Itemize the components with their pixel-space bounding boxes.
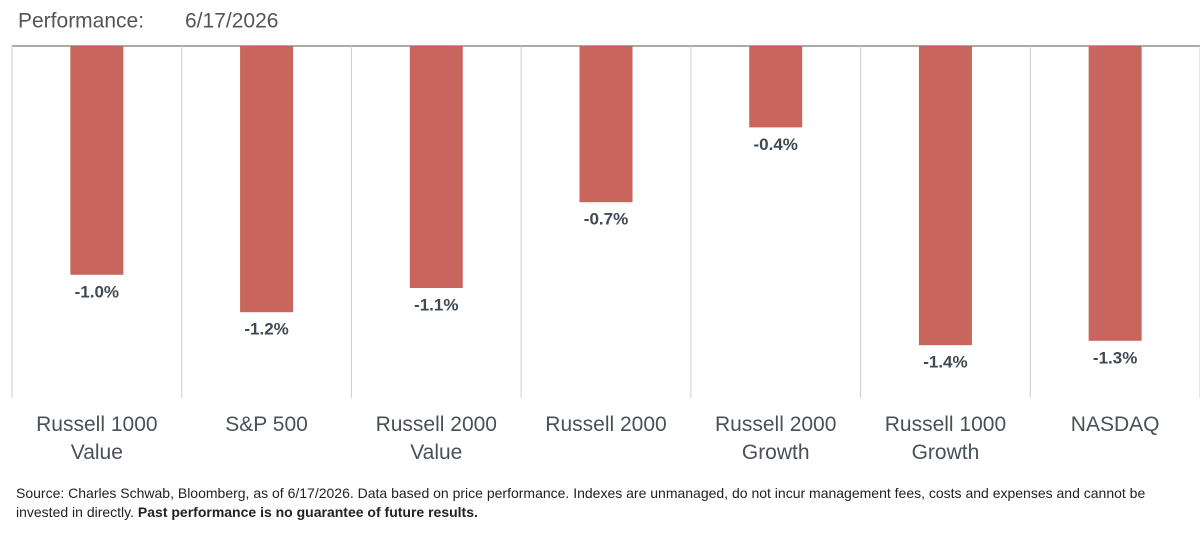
bar <box>579 46 633 203</box>
value-label: -1.0% <box>75 282 119 301</box>
value-label: -0.7% <box>584 210 628 229</box>
footnote: Source: Charles Schwab, Bloomberg, as of… <box>16 484 1186 522</box>
bar <box>918 46 972 346</box>
bar <box>70 46 124 275</box>
x-tick-label: Russell 2000 <box>545 413 667 436</box>
chart-date: 6/17/2026 <box>185 10 278 33</box>
value-label: -1.4% <box>923 353 967 372</box>
chart-title: Performance: <box>18 10 144 33</box>
bar <box>1088 46 1142 341</box>
bar <box>240 46 294 313</box>
value-label: -1.2% <box>244 320 288 339</box>
footnote-bold: Past performance is no guarantee of futu… <box>137 504 478 520</box>
value-label: -0.4% <box>754 135 798 154</box>
bar <box>749 46 803 128</box>
bar <box>409 46 463 288</box>
footnote-text: Source: Charles Schwab, Bloomberg, as of… <box>16 485 1146 520</box>
x-tick-label: Russell 2000 Growth <box>715 413 837 464</box>
x-tick-label: Russell 2000 Value <box>375 413 497 464</box>
x-tick-label: NASDAQ <box>1070 413 1160 436</box>
x-tick-label: Russell 1000 Growth <box>884 413 1007 464</box>
x-tick-label: Russell 1000 Value <box>36 413 158 464</box>
x-tick-label: S&P 500 <box>225 413 308 436</box>
value-label: -1.3% <box>1093 348 1137 367</box>
value-label: -1.1% <box>414 295 458 314</box>
